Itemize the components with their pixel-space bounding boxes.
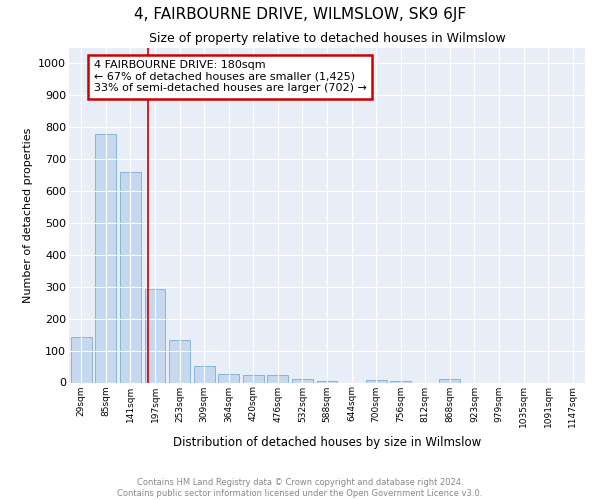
Bar <box>194 366 215 382</box>
Title: Size of property relative to detached houses in Wilmslow: Size of property relative to detached ho… <box>149 32 505 45</box>
Bar <box>268 376 289 382</box>
Y-axis label: Number of detached properties: Number of detached properties <box>23 128 32 302</box>
X-axis label: Distribution of detached houses by size in Wilmslow: Distribution of detached houses by size … <box>173 436 481 448</box>
Bar <box>120 172 141 382</box>
Bar <box>169 340 190 382</box>
Bar <box>390 381 411 382</box>
Bar <box>145 290 166 382</box>
Text: 4, FAIRBOURNE DRIVE, WILMSLOW, SK9 6JF: 4, FAIRBOURNE DRIVE, WILMSLOW, SK9 6JF <box>134 8 466 22</box>
Bar <box>439 380 460 382</box>
Bar <box>365 380 386 382</box>
Text: 4 FAIRBOURNE DRIVE: 180sqm
← 67% of detached houses are smaller (1,425)
33% of s: 4 FAIRBOURNE DRIVE: 180sqm ← 67% of deta… <box>94 60 367 94</box>
Bar <box>71 337 92 382</box>
Bar <box>292 378 313 382</box>
Bar <box>317 381 337 382</box>
Text: Contains HM Land Registry data © Crown copyright and database right 2024.
Contai: Contains HM Land Registry data © Crown c… <box>118 478 482 498</box>
Bar <box>95 134 116 382</box>
Bar <box>243 376 264 382</box>
Bar <box>218 374 239 382</box>
